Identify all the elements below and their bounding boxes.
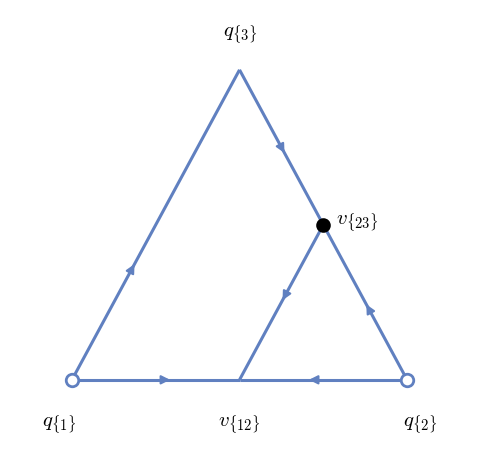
Text: $q_{\{1\}}$: $q_{\{1\}}$ bbox=[42, 413, 76, 435]
Text: $q_{\{2\}}$: $q_{\{2\}}$ bbox=[402, 413, 436, 435]
Text: $v_{\{23\}}$: $v_{\{23\}}$ bbox=[336, 212, 378, 234]
Text: $q_{\{3\}}$: $q_{\{3\}}$ bbox=[222, 23, 256, 45]
Text: $v_{\{12\}}$: $v_{\{12\}}$ bbox=[218, 413, 260, 435]
